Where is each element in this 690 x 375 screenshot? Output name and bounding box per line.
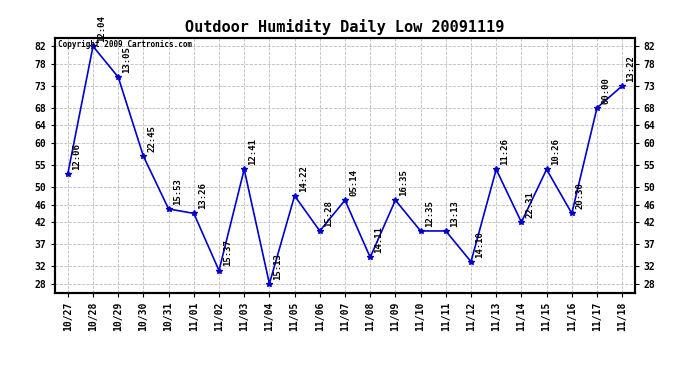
Text: 11:26: 11:26: [500, 138, 509, 165]
Text: 12:35: 12:35: [425, 200, 434, 227]
Text: 13:05: 13:05: [122, 46, 131, 73]
Text: 10:26: 10:26: [551, 138, 560, 165]
Text: 15:28: 15:28: [324, 200, 333, 227]
Text: 14:10: 14:10: [475, 231, 484, 258]
Text: 15:53: 15:53: [172, 178, 181, 205]
Text: 20:30: 20:30: [576, 182, 585, 209]
Text: 12:41: 12:41: [248, 138, 257, 165]
Text: 12:04: 12:04: [97, 15, 106, 42]
Text: 15:37: 15:37: [223, 240, 232, 266]
Text: 22:45: 22:45: [148, 125, 157, 152]
Text: 13:13: 13:13: [450, 200, 459, 227]
Title: Outdoor Humidity Daily Low 20091119: Outdoor Humidity Daily Low 20091119: [186, 19, 504, 35]
Text: 15:13: 15:13: [273, 253, 283, 279]
Text: 14:22: 14:22: [299, 165, 308, 192]
Text: Copyright 2009 Cartronics.com: Copyright 2009 Cartronics.com: [58, 40, 193, 49]
Text: 16:35: 16:35: [400, 169, 408, 196]
Text: 14:11: 14:11: [375, 226, 384, 253]
Text: 00:00: 00:00: [601, 77, 610, 104]
Text: 12:06: 12:06: [72, 143, 81, 170]
Text: 13:26: 13:26: [198, 182, 207, 209]
Text: 13:22: 13:22: [627, 55, 635, 82]
Text: 05:14: 05:14: [349, 169, 358, 196]
Text: 22:31: 22:31: [526, 191, 535, 218]
